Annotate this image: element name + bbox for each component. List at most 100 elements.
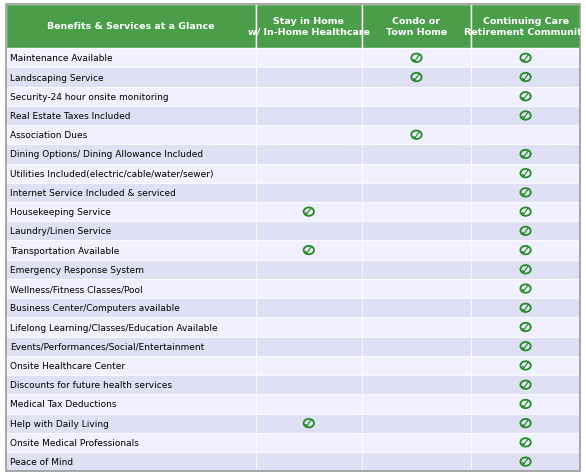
Bar <box>362 298 471 317</box>
Bar <box>362 260 471 279</box>
Bar <box>362 164 471 183</box>
Bar <box>6 68 255 88</box>
Text: Events/Performances/Social/Entertainment: Events/Performances/Social/Entertainment <box>11 342 205 351</box>
Text: ✓: ✓ <box>411 129 423 142</box>
Bar <box>255 88 362 107</box>
Text: ✓: ✓ <box>411 71 423 85</box>
Text: Peace of Mind: Peace of Mind <box>11 457 74 466</box>
Bar <box>362 317 471 337</box>
Text: ✓: ✓ <box>520 436 532 449</box>
Bar <box>255 375 362 395</box>
Bar <box>471 49 580 68</box>
Bar <box>255 414 362 433</box>
Bar <box>362 395 471 414</box>
Bar <box>362 356 471 375</box>
Text: ✓: ✓ <box>303 205 315 219</box>
Bar <box>255 356 362 375</box>
Bar <box>255 107 362 126</box>
Text: Continuing Care
Retirement Community: Continuing Care Retirement Community <box>464 17 586 37</box>
Text: Transportation Available: Transportation Available <box>11 246 120 255</box>
Bar <box>6 183 255 203</box>
Bar <box>6 279 255 298</box>
Bar <box>362 414 471 433</box>
Text: Help with Daily Living: Help with Daily Living <box>11 419 110 428</box>
Text: Housekeeping Service: Housekeeping Service <box>11 208 111 217</box>
Bar <box>255 279 362 298</box>
Bar <box>6 5 255 49</box>
Bar <box>471 356 580 375</box>
Text: ✓: ✓ <box>520 378 532 392</box>
Text: ✓: ✓ <box>520 244 532 258</box>
Bar <box>471 375 580 395</box>
Bar <box>255 183 362 203</box>
Text: ✓: ✓ <box>520 320 532 334</box>
Bar <box>6 298 255 317</box>
Bar <box>255 222 362 241</box>
Text: Internet Service Included & serviced: Internet Service Included & serviced <box>11 188 176 198</box>
Bar <box>362 203 471 222</box>
Bar <box>362 88 471 107</box>
Bar <box>471 107 580 126</box>
Bar <box>471 241 580 260</box>
Text: Business Center/Computers available: Business Center/Computers available <box>11 304 180 313</box>
Bar <box>255 164 362 183</box>
Bar <box>362 375 471 395</box>
Text: ✓: ✓ <box>520 90 532 104</box>
Bar <box>255 68 362 88</box>
Bar <box>471 260 580 279</box>
Bar <box>255 145 362 164</box>
Bar <box>6 317 255 337</box>
Text: Security-24 hour onsite monitoring: Security-24 hour onsite monitoring <box>11 92 169 101</box>
Text: ✓: ✓ <box>520 455 532 469</box>
Bar <box>471 68 580 88</box>
Text: Wellness/Fitness Classes/Pool: Wellness/Fitness Classes/Pool <box>11 285 143 293</box>
Bar <box>6 49 255 68</box>
Text: Discounts for future health services: Discounts for future health services <box>11 380 172 389</box>
Text: Onsite Medical Professionals: Onsite Medical Professionals <box>11 438 139 447</box>
Text: ✓: ✓ <box>520 416 532 430</box>
Bar <box>255 452 362 471</box>
Text: Real Estate Taxes Included: Real Estate Taxes Included <box>11 112 131 121</box>
Bar <box>471 5 580 49</box>
Bar <box>471 337 580 356</box>
Text: ✓: ✓ <box>520 52 532 66</box>
Bar <box>362 49 471 68</box>
Bar <box>471 145 580 164</box>
Text: Condo or
Town Home: Condo or Town Home <box>386 17 447 37</box>
Bar <box>6 452 255 471</box>
Bar <box>362 279 471 298</box>
Text: ✓: ✓ <box>520 301 532 315</box>
Bar <box>362 452 471 471</box>
Bar <box>471 414 580 433</box>
Bar <box>6 375 255 395</box>
Bar <box>255 433 362 452</box>
Bar <box>471 126 580 145</box>
Bar <box>255 260 362 279</box>
Bar <box>6 88 255 107</box>
Text: ✓: ✓ <box>303 244 315 258</box>
Bar <box>362 68 471 88</box>
Text: Association Dues: Association Dues <box>11 131 88 140</box>
Text: Lifelong Learning/Classes/Education Available: Lifelong Learning/Classes/Education Avai… <box>11 323 218 332</box>
Text: Benefits & Services at a Glance: Benefits & Services at a Glance <box>47 22 214 31</box>
Bar <box>255 241 362 260</box>
Bar <box>255 5 362 49</box>
Text: Landscaping Service: Landscaping Service <box>11 73 104 82</box>
Bar <box>6 126 255 145</box>
Bar <box>362 126 471 145</box>
Bar <box>255 126 362 145</box>
Bar <box>362 241 471 260</box>
Text: Medical Tax Deductions: Medical Tax Deductions <box>11 399 117 408</box>
Text: Dining Options/ Dining Allowance Included: Dining Options/ Dining Allowance Include… <box>11 150 203 159</box>
Bar <box>362 183 471 203</box>
Text: ✓: ✓ <box>411 52 423 66</box>
Text: ✓: ✓ <box>303 416 315 430</box>
Text: ✓: ✓ <box>520 224 532 238</box>
Bar <box>255 395 362 414</box>
Bar <box>471 317 580 337</box>
Bar <box>471 452 580 471</box>
Bar <box>6 222 255 241</box>
Text: Stay in Home
w/ In-Home Healthcare: Stay in Home w/ In-Home Healthcare <box>248 17 370 37</box>
Bar <box>6 203 255 222</box>
Text: ✓: ✓ <box>520 148 532 162</box>
